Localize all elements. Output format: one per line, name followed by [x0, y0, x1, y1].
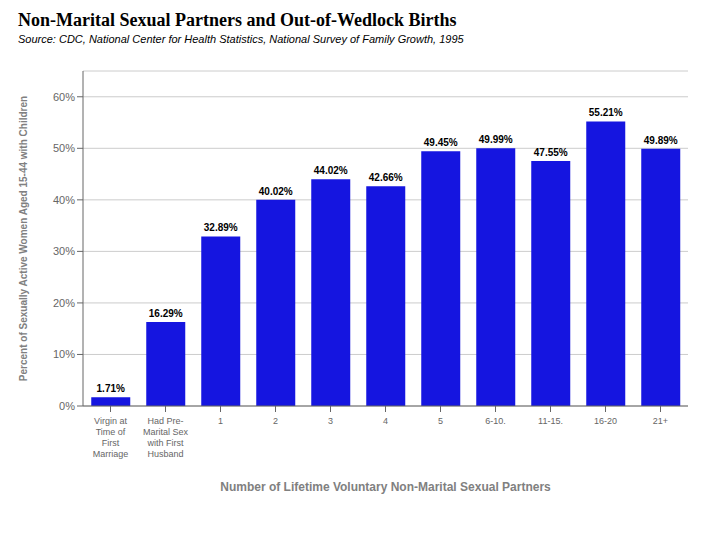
svg-text:Had Pre-Marital Sexwith FirstH: Had Pre-Marital Sexwith FirstHusband	[143, 416, 189, 459]
svg-text:11-15.: 11-15.	[538, 416, 563, 426]
svg-text:16-20: 16-20	[594, 416, 617, 426]
svg-text:49.99%: 49.99%	[479, 134, 513, 145]
svg-text:40%: 40%	[53, 194, 75, 206]
svg-text:49.45%: 49.45%	[424, 137, 458, 148]
svg-text:42.66%: 42.66%	[369, 172, 403, 183]
svg-text:32.89%: 32.89%	[204, 222, 238, 233]
svg-text:6-10.: 6-10.	[485, 416, 506, 426]
svg-text:1: 1	[218, 416, 223, 426]
svg-text:5: 5	[438, 416, 443, 426]
svg-text:21+: 21+	[653, 416, 668, 426]
svg-text:50%: 50%	[53, 142, 75, 154]
svg-text:4: 4	[383, 416, 388, 426]
svg-text:60%: 60%	[53, 91, 75, 103]
svg-text:2: 2	[273, 416, 278, 426]
svg-text:20%: 20%	[53, 297, 75, 309]
svg-text:44.02%: 44.02%	[314, 165, 348, 176]
svg-text:30%: 30%	[53, 245, 75, 257]
svg-text:10%: 10%	[53, 348, 75, 360]
svg-text:47.55%: 47.55%	[534, 147, 568, 158]
html-text:Source: CDC, National Center f: Source: CDC, National Center for Health …	[18, 33, 464, 45]
svg-text:3: 3	[328, 416, 333, 426]
svg-text:Number of Lifetime Voluntary N: Number of Lifetime Voluntary Non-Marital…	[220, 480, 551, 494]
svg-text:40.02%: 40.02%	[259, 186, 293, 197]
svg-text:49.89%: 49.89%	[644, 135, 678, 146]
svg-text:0%: 0%	[59, 400, 75, 412]
svg-text:Virgin atTime ofFirstMarriage: Virgin atTime ofFirstMarriage	[93, 416, 129, 459]
svg-text:55.21%: 55.21%	[589, 107, 623, 118]
svg-text:16.29%: 16.29%	[149, 308, 183, 319]
html-text:Non-Marital Sexual Partners an: Non-Marital Sexual Partners and Out-of-W…	[18, 10, 457, 30]
svg-text:Percent of Sexually Active Wom: Percent of Sexually Active Women Aged 15…	[18, 96, 29, 381]
svg-text:1.71%: 1.71%	[97, 383, 125, 394]
